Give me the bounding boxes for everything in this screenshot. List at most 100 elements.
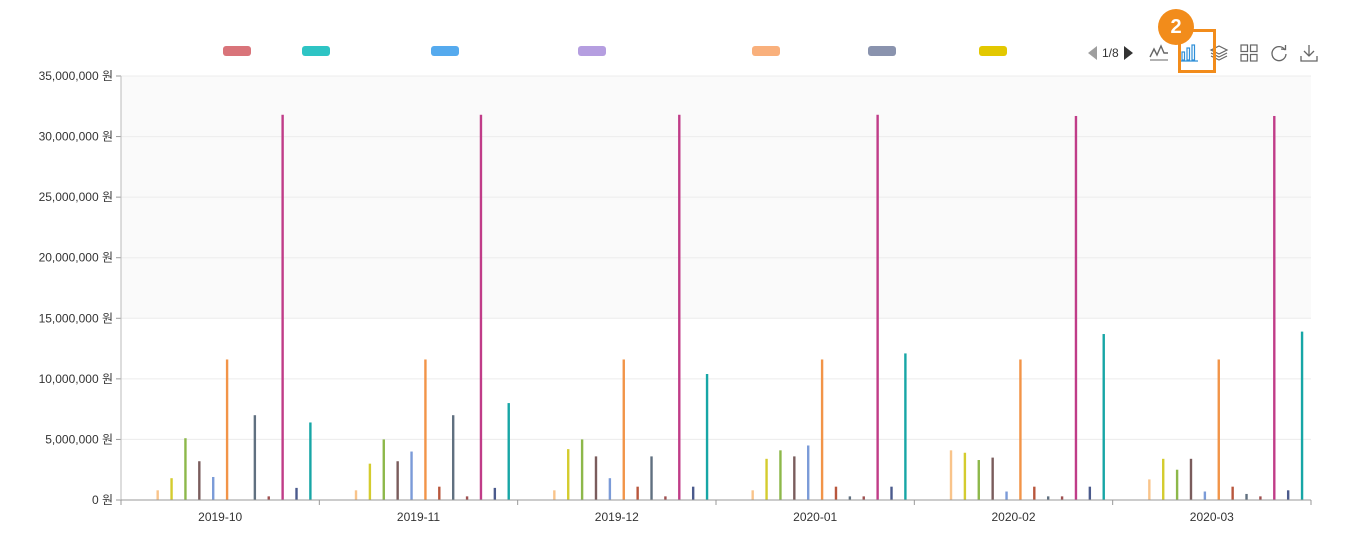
bar — [1019, 359, 1022, 500]
bar — [170, 478, 173, 500]
stack-icon[interactable] — [1207, 41, 1231, 65]
y-tick-label: 5,000,000 원 — [45, 432, 113, 446]
bar — [493, 487, 497, 500]
pager-next-icon[interactable] — [1123, 46, 1133, 60]
x-tick-label: 2019-11 — [397, 510, 440, 524]
y-tick-label: 0 원 — [92, 493, 113, 507]
bar — [309, 422, 312, 500]
refresh-icon[interactable] — [1267, 41, 1291, 65]
bar — [890, 486, 893, 500]
bar — [963, 452, 967, 500]
bar — [779, 450, 782, 500]
grid-lines — [121, 75, 1311, 440]
bar — [991, 457, 994, 500]
bar — [1088, 486, 1092, 500]
bar — [876, 114, 879, 500]
x-axis: 2019-10 2019-11 2019-12 2020-01 2020-02 2020-… — [120, 499, 1312, 524]
bar — [368, 463, 372, 500]
bar — [636, 486, 639, 500]
bar — [751, 490, 754, 500]
bar — [1148, 479, 1151, 500]
y-tick-label: 20,000,000 원 — [39, 251, 113, 265]
bar — [212, 476, 215, 500]
bar — [1231, 486, 1234, 500]
bar — [820, 359, 824, 500]
bar — [678, 114, 681, 500]
bar — [396, 461, 399, 500]
bar — [949, 450, 953, 500]
step-badge: 2 — [1158, 9, 1194, 45]
bar — [225, 359, 229, 500]
bar — [1162, 458, 1165, 500]
bar — [553, 490, 556, 500]
bar — [807, 445, 810, 500]
bar — [977, 460, 980, 500]
bar — [198, 461, 201, 500]
bar — [862, 496, 865, 500]
bar — [1060, 496, 1064, 500]
bar — [1046, 496, 1050, 500]
bar — [253, 415, 257, 500]
bar — [1033, 486, 1036, 500]
bar-series — [156, 114, 1304, 500]
bar — [705, 374, 709, 500]
legend-swatch[interactable] — [979, 46, 1007, 56]
grid-icon[interactable] — [1237, 41, 1261, 65]
bar — [1286, 490, 1290, 500]
pager-text: 1/8 — [1102, 46, 1119, 60]
bar — [1259, 496, 1262, 500]
y-tick-label: 30,000,000 원 — [39, 130, 113, 144]
bar-chart-icon[interactable] — [1177, 41, 1201, 65]
bar — [608, 478, 612, 500]
bar — [834, 486, 838, 500]
bar — [594, 456, 598, 500]
bar — [507, 403, 510, 500]
bar — [295, 487, 298, 500]
x-tick-label: 2020-01 — [793, 510, 837, 524]
bar — [904, 353, 907, 500]
pager-prev-icon[interactable] — [1088, 46, 1097, 60]
bar — [765, 458, 768, 500]
bar — [848, 496, 852, 500]
bar — [382, 439, 385, 500]
x-tick-label: 2020-02 — [991, 510, 1035, 524]
y-tick-label: 35,000,000 원 — [39, 69, 113, 83]
bar — [580, 439, 584, 500]
bar — [281, 114, 284, 500]
bar — [267, 496, 270, 500]
download-icon[interactable] — [1297, 41, 1321, 65]
bar — [424, 359, 427, 500]
bar — [567, 449, 570, 500]
bar — [451, 415, 455, 500]
bar — [1102, 334, 1105, 500]
x-tick-label: 2019-12 — [595, 510, 639, 524]
x-tick-label: 2020-03 — [1190, 510, 1234, 524]
bar — [1189, 458, 1193, 500]
legend-swatch[interactable] — [578, 46, 606, 56]
legend-swatch[interactable] — [752, 46, 780, 56]
legend-swatch[interactable] — [431, 46, 459, 56]
bar — [1005, 491, 1008, 500]
bar — [1273, 115, 1276, 500]
bar — [691, 486, 695, 500]
line-chart-icon[interactable] — [1147, 41, 1171, 65]
y-tick-label: 10,000,000 원 — [39, 372, 113, 386]
bar — [1074, 115, 1078, 500]
x-tick-label: 2019-10 — [198, 510, 242, 524]
y-tick-label: 25,000,000 원 — [39, 190, 113, 204]
legend-swatch[interactable] — [302, 46, 330, 56]
legend-swatch[interactable] — [223, 46, 251, 56]
y-tick-label: 15,000,000 원 — [39, 311, 113, 325]
bar — [184, 438, 187, 500]
legend-pager: 1/8 — [1088, 46, 1133, 60]
bar — [664, 496, 667, 500]
y-axis: 0 원 5,000,000 원 10,000,000 원 15,000,000 원 20… — [39, 69, 122, 507]
bar — [438, 486, 441, 500]
bar — [1203, 491, 1207, 500]
bar — [1217, 359, 1220, 500]
bar — [1245, 493, 1248, 500]
bar — [622, 359, 625, 500]
bar — [479, 114, 483, 500]
legend-swatch[interactable] — [868, 46, 896, 56]
